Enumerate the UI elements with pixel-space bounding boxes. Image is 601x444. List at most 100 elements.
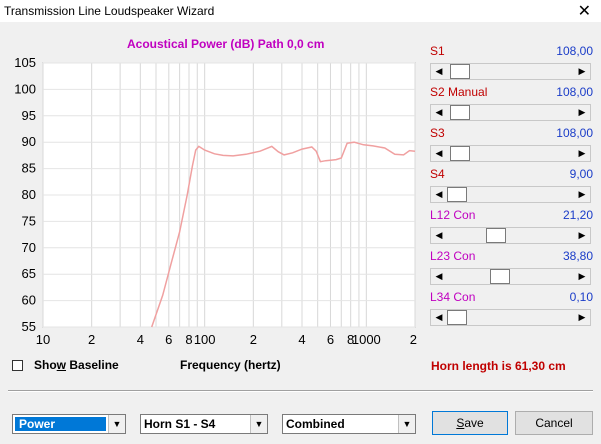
slider-track[interactable]	[447, 64, 574, 79]
y-tick-label: 95	[22, 108, 36, 123]
x-tick-label: 10	[36, 332, 50, 347]
slider-track[interactable]	[447, 187, 574, 202]
show-baseline-label[interactable]: Show Baseline	[34, 358, 119, 372]
slider-scrollbar[interactable]: ◀ ▶	[430, 309, 591, 326]
horn-range-value: Horn S1 - S4	[144, 417, 216, 431]
cancel-button[interactable]: Cancel	[515, 411, 593, 435]
y-tick-label: 70	[22, 240, 36, 255]
y-tick-label: 105	[14, 55, 36, 70]
x-axis-label: Frequency (hertz)	[180, 358, 281, 372]
chevron-down-icon[interactable]: ▼	[398, 415, 415, 433]
slider-track[interactable]	[447, 228, 574, 243]
save-button[interactable]: Save	[432, 411, 508, 435]
slider-value: 9,00	[569, 167, 593, 181]
chart-title: Acoustical Power (dB) Path 0,0 cm	[127, 37, 325, 51]
display-mode-value: Power	[15, 417, 106, 431]
arrow-left-icon[interactable]: ◀	[431, 105, 447, 120]
slider-label: L12 Con	[430, 208, 476, 222]
combination-combo[interactable]: Combined ▼	[282, 414, 416, 434]
slider-scrollbar[interactable]: ◀ ▶	[430, 227, 591, 244]
slider-group: S3 108,00 ◀ ▶	[430, 126, 593, 164]
slider-label: L23 Con	[430, 249, 476, 263]
slider-thumb[interactable]	[447, 310, 467, 325]
combination-value: Combined	[286, 417, 345, 431]
slider-group: S4 9,00 ◀ ▶	[430, 167, 593, 205]
arrow-left-icon[interactable]: ◀	[431, 228, 447, 243]
window-title: Transmission Line Loudspeaker Wizard	[4, 4, 215, 18]
arrow-left-icon[interactable]: ◀	[431, 187, 447, 202]
chart-grid	[42, 62, 416, 328]
arrow-right-icon[interactable]: ▶	[574, 105, 590, 120]
y-tick-label: 85	[22, 161, 36, 176]
horn-range-combo[interactable]: Horn S1 - S4 ▼	[140, 414, 268, 434]
chevron-down-icon[interactable]: ▼	[250, 415, 267, 433]
x-tick-label: 2	[88, 332, 95, 347]
slider-track[interactable]	[447, 146, 574, 161]
y-tick-label: 75	[22, 213, 36, 228]
y-tick-label: 65	[22, 266, 36, 281]
arrow-right-icon[interactable]: ▶	[574, 310, 590, 325]
slider-scrollbar[interactable]: ◀ ▶	[430, 104, 591, 121]
separator	[8, 390, 593, 392]
slider-scrollbar[interactable]: ◀ ▶	[430, 186, 591, 203]
slider-label: S4	[430, 167, 445, 181]
slider-group: L12 Con 21,20 ◀ ▶	[430, 208, 593, 246]
y-tick-label: 60	[22, 293, 36, 308]
y-tick-label: 80	[22, 187, 36, 202]
slider-track[interactable]	[447, 310, 574, 325]
y-tick-label: 100	[14, 81, 36, 96]
slider-scrollbar[interactable]: ◀ ▶	[430, 268, 591, 285]
slider-thumb[interactable]	[450, 105, 470, 120]
x-tick-label: 8	[347, 332, 354, 347]
x-tick-label: 2	[250, 332, 257, 347]
slider-label: S2 Manual	[430, 85, 488, 99]
arrow-left-icon[interactable]: ◀	[431, 269, 447, 284]
slider-label: S1	[430, 44, 445, 58]
slider-value: 108,00	[556, 126, 593, 140]
slider-scrollbar[interactable]: ◀ ▶	[430, 63, 591, 80]
show-baseline-checkbox[interactable]	[12, 360, 23, 371]
x-tick-label: 6	[165, 332, 172, 347]
slider-thumb[interactable]	[450, 146, 470, 161]
x-tick-label: 4	[137, 332, 144, 347]
slider-track[interactable]	[447, 269, 574, 284]
arrow-right-icon[interactable]: ▶	[574, 64, 590, 79]
x-tick-label: 2	[410, 332, 417, 347]
arrow-right-icon[interactable]: ▶	[574, 187, 590, 202]
slider-scrollbar[interactable]: ◀ ▶	[430, 145, 591, 162]
slider-group: L23 Con 38,80 ◀ ▶	[430, 249, 593, 287]
slider-group: S2 Manual 108,00 ◀ ▶	[430, 85, 593, 123]
close-icon[interactable]: ✕	[577, 3, 591, 20]
title-bar: Transmission Line Loudspeaker Wizard ✕	[0, 0, 601, 22]
arrow-right-icon[interactable]: ▶	[574, 228, 590, 243]
arrow-left-icon[interactable]: ◀	[431, 310, 447, 325]
y-tick-labels: 105 100 95 90 85 80 75 70 65 60 55	[14, 55, 36, 334]
arrow-left-icon[interactable]: ◀	[431, 64, 447, 79]
slider-value: 0,10	[569, 290, 593, 304]
y-tick-label: 55	[22, 319, 36, 334]
horn-length-status: Horn length is 61,30 cm	[431, 359, 566, 373]
x-tick-label: 8	[185, 332, 192, 347]
slider-thumb[interactable]	[486, 228, 506, 243]
chevron-down-icon[interactable]: ▼	[108, 415, 125, 433]
y-tick-label: 90	[22, 134, 36, 149]
x-tick-label: 1000	[352, 332, 381, 347]
arrow-right-icon[interactable]: ▶	[574, 269, 590, 284]
slider-thumb[interactable]	[447, 187, 467, 202]
display-mode-combo[interactable]: Power ▼	[12, 414, 126, 434]
slider-thumb[interactable]	[450, 64, 470, 79]
slider-thumb[interactable]	[490, 269, 510, 284]
x-tick-label: 6	[327, 332, 334, 347]
slider-value: 38,80	[562, 249, 593, 263]
slider-label: L34 Con	[430, 290, 476, 304]
slider-value: 21,20	[562, 208, 593, 222]
power-curve-line	[150, 141, 416, 328]
arrow-left-icon[interactable]: ◀	[431, 146, 447, 161]
slider-group: S1 108,00 ◀ ▶	[430, 44, 593, 82]
slider-value: 108,00	[556, 44, 593, 58]
slider-group: L34 Con 0,10 ◀ ▶	[430, 290, 593, 328]
slider-track[interactable]	[447, 105, 574, 120]
arrow-right-icon[interactable]: ▶	[574, 146, 590, 161]
